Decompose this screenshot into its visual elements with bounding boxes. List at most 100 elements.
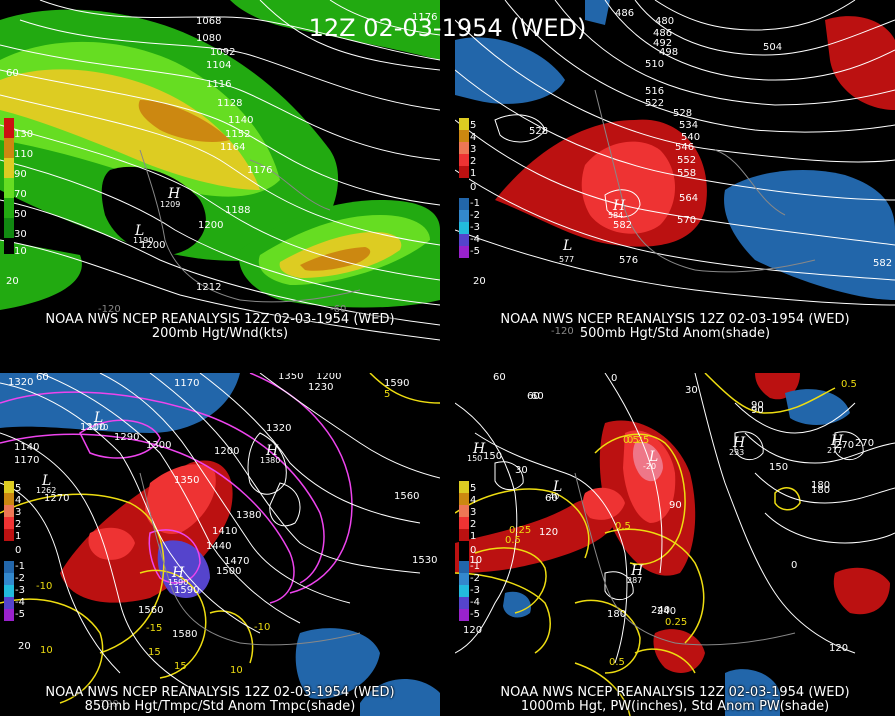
high-center-label: H bbox=[167, 186, 181, 202]
contour-label: 1212 bbox=[196, 282, 221, 293]
lat-label: 60 bbox=[36, 373, 49, 383]
contour-label: 480 bbox=[655, 16, 674, 27]
contour-label: 60 bbox=[545, 493, 558, 504]
colorbar-label: -4 bbox=[15, 597, 25, 608]
colorbar-label: 10 bbox=[14, 246, 27, 257]
contour-label: 1200 bbox=[316, 373, 341, 382]
contour-label: 486 bbox=[615, 8, 634, 19]
low-center-value: 577 bbox=[559, 255, 574, 264]
colorbar-label: 90 bbox=[14, 169, 27, 180]
contour-label: 1320 bbox=[8, 377, 33, 388]
contour-label: 180 bbox=[607, 609, 626, 620]
contour-label: 120 bbox=[539, 527, 558, 538]
colorbar-label: 4 bbox=[15, 495, 21, 506]
high-center-value: 1380 bbox=[260, 456, 280, 465]
low-center-label: L bbox=[648, 449, 658, 465]
colorbar-label: 2 bbox=[15, 519, 21, 530]
contour-label: 1200 bbox=[198, 220, 223, 231]
pw-label: 0.5 bbox=[505, 535, 521, 546]
colorbar-label: 0 bbox=[470, 182, 476, 193]
colorbar-850mb: 5 4 3 2 1 0 -1 -2 -3 -4 -5 bbox=[4, 481, 25, 621]
contour-label: 558 bbox=[677, 168, 696, 179]
panel-caption-field: 1000mb Hgt, PW(inches), Std Anom PW(shad… bbox=[520, 699, 830, 714]
contour-label: 30 bbox=[515, 465, 528, 476]
contour-label: 30 bbox=[685, 385, 698, 396]
colorbar-label: 50 bbox=[14, 209, 27, 220]
high-center-label: H bbox=[612, 198, 626, 214]
colorbar-label: -1 bbox=[470, 561, 480, 572]
temp-label: 15 bbox=[148, 647, 161, 658]
contour-label: 1200 bbox=[140, 240, 165, 251]
colorbar-label: 5 bbox=[470, 120, 476, 131]
high-center-label: H bbox=[830, 433, 844, 449]
panel-caption-source: NOAA NWS NCEP REANALYSIS 12Z 02-03-1954 … bbox=[45, 685, 395, 700]
low-center-value: 1190 bbox=[133, 236, 153, 245]
contour-label: 552 bbox=[677, 155, 696, 166]
colorbar-label: -5 bbox=[470, 609, 480, 620]
contour-label: 1440 bbox=[206, 541, 231, 552]
contour-label: 582 bbox=[613, 220, 632, 231]
pw-label: 0.5 bbox=[615, 521, 631, 532]
contour-label: 1590 bbox=[174, 585, 199, 596]
contour-label: 270 bbox=[835, 440, 854, 451]
high-center-value: 1209 bbox=[160, 200, 180, 209]
high-center-value: 150 bbox=[467, 454, 482, 463]
colorbar-label: -5 bbox=[470, 246, 480, 257]
low-center-value: 1262 bbox=[36, 486, 56, 495]
colorbar-label: 0 bbox=[15, 545, 21, 556]
contour-label: 528 bbox=[673, 108, 692, 119]
map-850mb: 1320 1170 1200 1290 1300 1140 1170 1270 … bbox=[0, 373, 440, 716]
panel-1000mb: 0 30 60 90 120 150 180 210 240 270 0 30 … bbox=[455, 373, 895, 716]
colorbar-label: 3 bbox=[15, 507, 21, 518]
colorbar-label: 110 bbox=[14, 149, 33, 160]
low-center-label: L bbox=[41, 473, 51, 489]
contour-label: 180 bbox=[811, 485, 830, 496]
temp-label: 5 bbox=[384, 389, 390, 400]
lon-label: -60 bbox=[330, 304, 346, 315]
panel-caption-field: 500mb Hgt/Std Anom(shade) bbox=[579, 326, 771, 341]
temp-label: -10 bbox=[36, 581, 52, 592]
colorbar-label: -4 bbox=[470, 597, 480, 608]
lon-label: -120 bbox=[96, 699, 119, 710]
colorbar-1000mb: 5 4 3 2 1 0 -1 -2 -3 -4 -5 bbox=[459, 481, 480, 621]
contour-label: 150 bbox=[483, 451, 502, 462]
lat-label: 60 bbox=[493, 373, 506, 383]
contour-label: 1270 bbox=[44, 493, 69, 504]
contour-label: 1104 bbox=[206, 60, 231, 71]
contour-label: 1170 bbox=[174, 378, 199, 389]
panel-caption-source: NOAA NWS NCEP REANALYSIS 12Z 02-03-1954 … bbox=[45, 312, 395, 327]
contour-label: 1290 bbox=[114, 432, 139, 443]
colorbar-label: 130 bbox=[14, 129, 33, 140]
lat-label: 20 bbox=[6, 276, 19, 287]
contour-label: 0 bbox=[791, 560, 797, 571]
contour-label: 1176 bbox=[247, 165, 272, 176]
colorbar-label: 3 bbox=[470, 507, 476, 518]
lon-label: -120 bbox=[98, 304, 121, 315]
panel-caption-source: NOAA NWS NCEP REANALYSIS 12Z 02-03-1954 … bbox=[500, 685, 850, 700]
low-center-label: L bbox=[562, 238, 572, 254]
contour-label: 90 bbox=[751, 400, 764, 411]
panel-200mb: 1068 1080 1092 1104 1116 1128 1140 1152 … bbox=[0, 0, 440, 343]
high-center-value: 233 bbox=[729, 448, 744, 457]
low-center-value: -20 bbox=[643, 462, 656, 471]
contour-label: 90 bbox=[669, 500, 682, 511]
colorbar-label: 2 bbox=[470, 519, 476, 530]
contour-label: 1300 bbox=[146, 440, 171, 451]
contour-label: 240 bbox=[651, 605, 670, 616]
contour-label: 1116 bbox=[206, 79, 231, 90]
contour-label: 1164 bbox=[220, 142, 245, 153]
lon-label: -120 bbox=[551, 326, 574, 337]
panel-850mb: 1320 1170 1200 1290 1300 1140 1170 1270 … bbox=[0, 373, 440, 716]
contour-label: 1350 bbox=[278, 373, 303, 382]
temp-label: 10 bbox=[230, 665, 243, 676]
high-center-label: H bbox=[732, 435, 746, 451]
contour-label: 570 bbox=[677, 215, 696, 226]
lat-label: 60 bbox=[6, 68, 19, 79]
map-500mb: 486 480 486 492 498 504 510 516 522 528 … bbox=[455, 0, 895, 343]
colorbar-label: 3 bbox=[470, 144, 476, 155]
colorbar-label: 30 bbox=[14, 229, 27, 240]
contour-label: 0 bbox=[611, 373, 617, 384]
main-title: 12Z 02-03-1954 (WED) bbox=[308, 14, 587, 42]
contour-label: 564 bbox=[679, 193, 698, 204]
colorbar-label: -3 bbox=[470, 585, 480, 596]
